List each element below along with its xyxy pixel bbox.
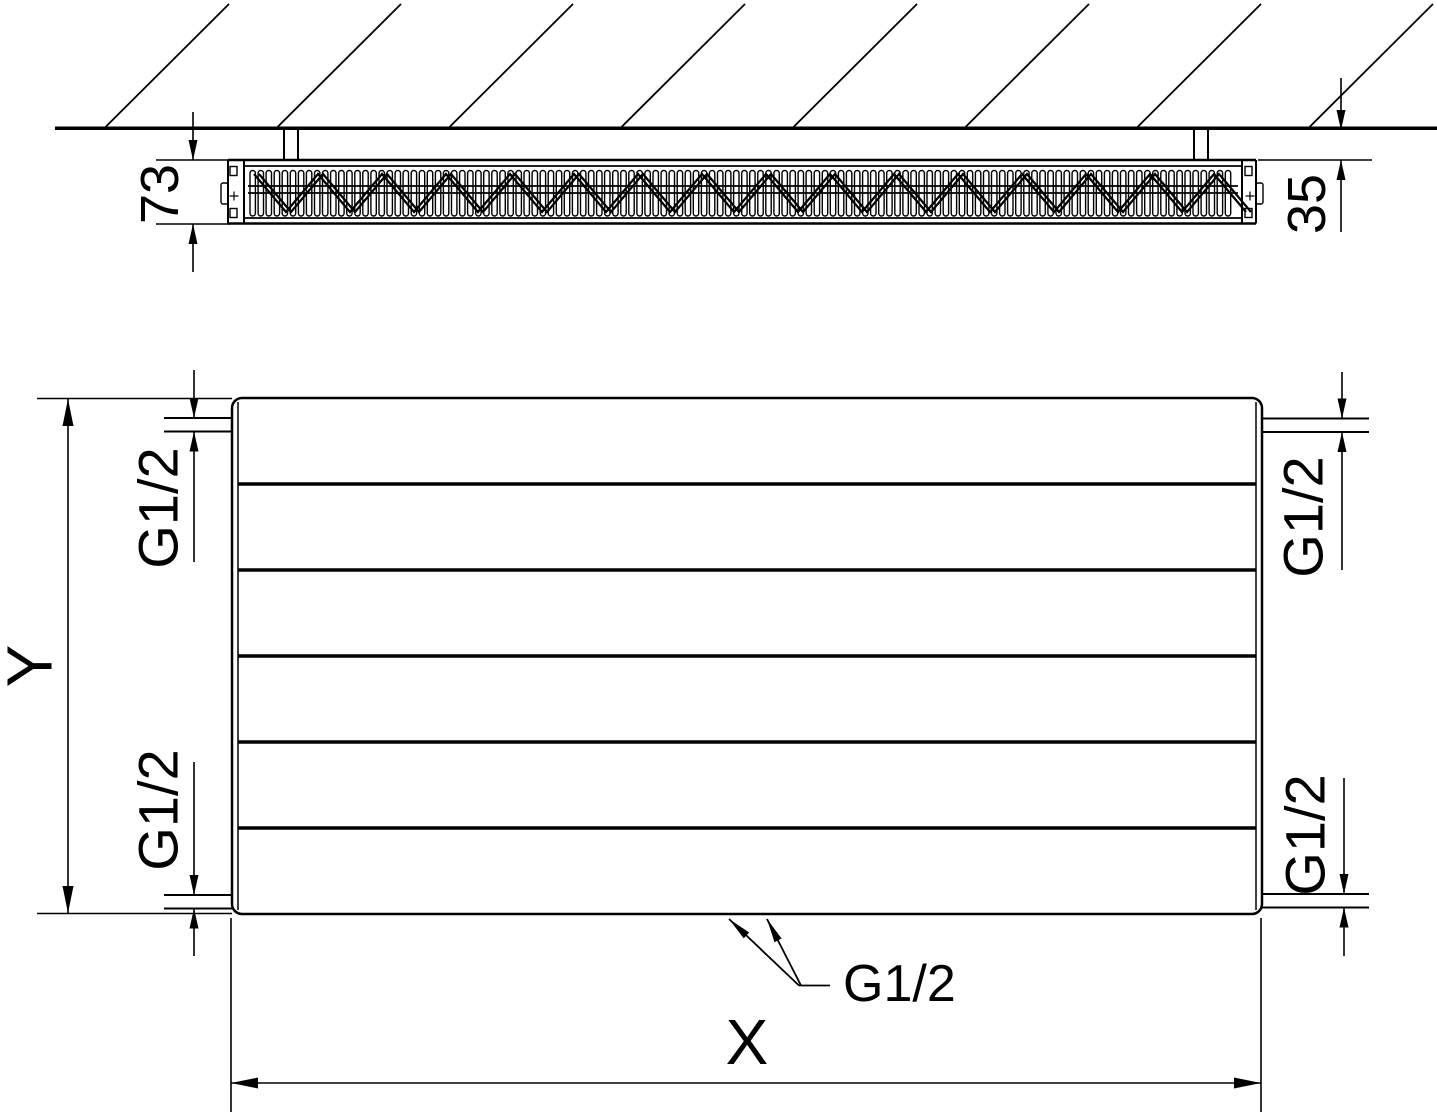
hatch-line [1136, 3, 1262, 129]
end-cap-right [1241, 160, 1264, 224]
height-label: Y [0, 645, 65, 688]
connection-stub-top-right [1262, 417, 1369, 433]
arrowhead [1339, 907, 1349, 928]
arrowhead [188, 224, 198, 244]
connection-label-bottom-left: G1/2 [127, 749, 190, 870]
arrowhead [189, 908, 199, 929]
wall-section [55, 3, 1437, 130]
arrowhead [729, 919, 750, 939]
connection-dimension-lines [193, 370, 1345, 956]
arrowhead [189, 875, 199, 895]
radiator-front-view [230, 396, 1264, 916]
wall-hatching [104, 3, 1434, 129]
arrowhead [189, 431, 199, 452]
dimension-width-X [230, 918, 1262, 1112]
depth-value: 73 [130, 164, 190, 224]
zigzag-line [258, 172, 1252, 214]
fin-zigzag-pattern [253, 172, 1252, 214]
hatch-line [620, 3, 746, 129]
connection-label-bottom-right: G1/2 [1274, 774, 1337, 895]
arrowhead [62, 399, 74, 426]
hatch-line [104, 3, 230, 129]
arrowhead [1336, 160, 1346, 180]
connection-stub-bottom-right [1262, 893, 1369, 909]
width-label: X [726, 1006, 769, 1078]
connection-stub-top-left [164, 417, 232, 433]
wall-clearance-value: 35 [1277, 174, 1337, 234]
center-connection-leader [728, 918, 830, 987]
arrowhead [1337, 432, 1347, 452]
connection-label-top-left: G1/2 [127, 447, 190, 568]
arrowhead [1337, 398, 1347, 419]
connection-stubs [164, 417, 1369, 910]
hatch-line [964, 3, 1090, 129]
radiator-cross-section [220, 158, 1264, 225]
arrowhead [767, 919, 782, 943]
hatch-line [448, 3, 574, 129]
hatch-line [276, 3, 402, 129]
dimension-height-Y [37, 397, 232, 915]
mounting-brackets [283, 130, 1209, 159]
end-cap-left [220, 160, 245, 224]
zigzag-line [253, 172, 1247, 214]
hatch-line [792, 3, 918, 129]
arrowhead [62, 886, 74, 913]
hatch-line [1308, 3, 1434, 129]
arrowhead [231, 1077, 258, 1089]
connection-stub-bottom-left [164, 894, 232, 910]
connection-label-top-right: G1/2 [1272, 456, 1335, 577]
arrowhead [188, 140, 198, 160]
arrowhead [1336, 110, 1346, 130]
arrowhead [189, 398, 199, 418]
dimension-arrowheads [62, 110, 1349, 1089]
connection-label-bottom-center: G1/2 [843, 955, 956, 1013]
arrowhead [1234, 1077, 1261, 1089]
panel-outline [230, 396, 1264, 916]
arrowhead [1339, 874, 1349, 894]
